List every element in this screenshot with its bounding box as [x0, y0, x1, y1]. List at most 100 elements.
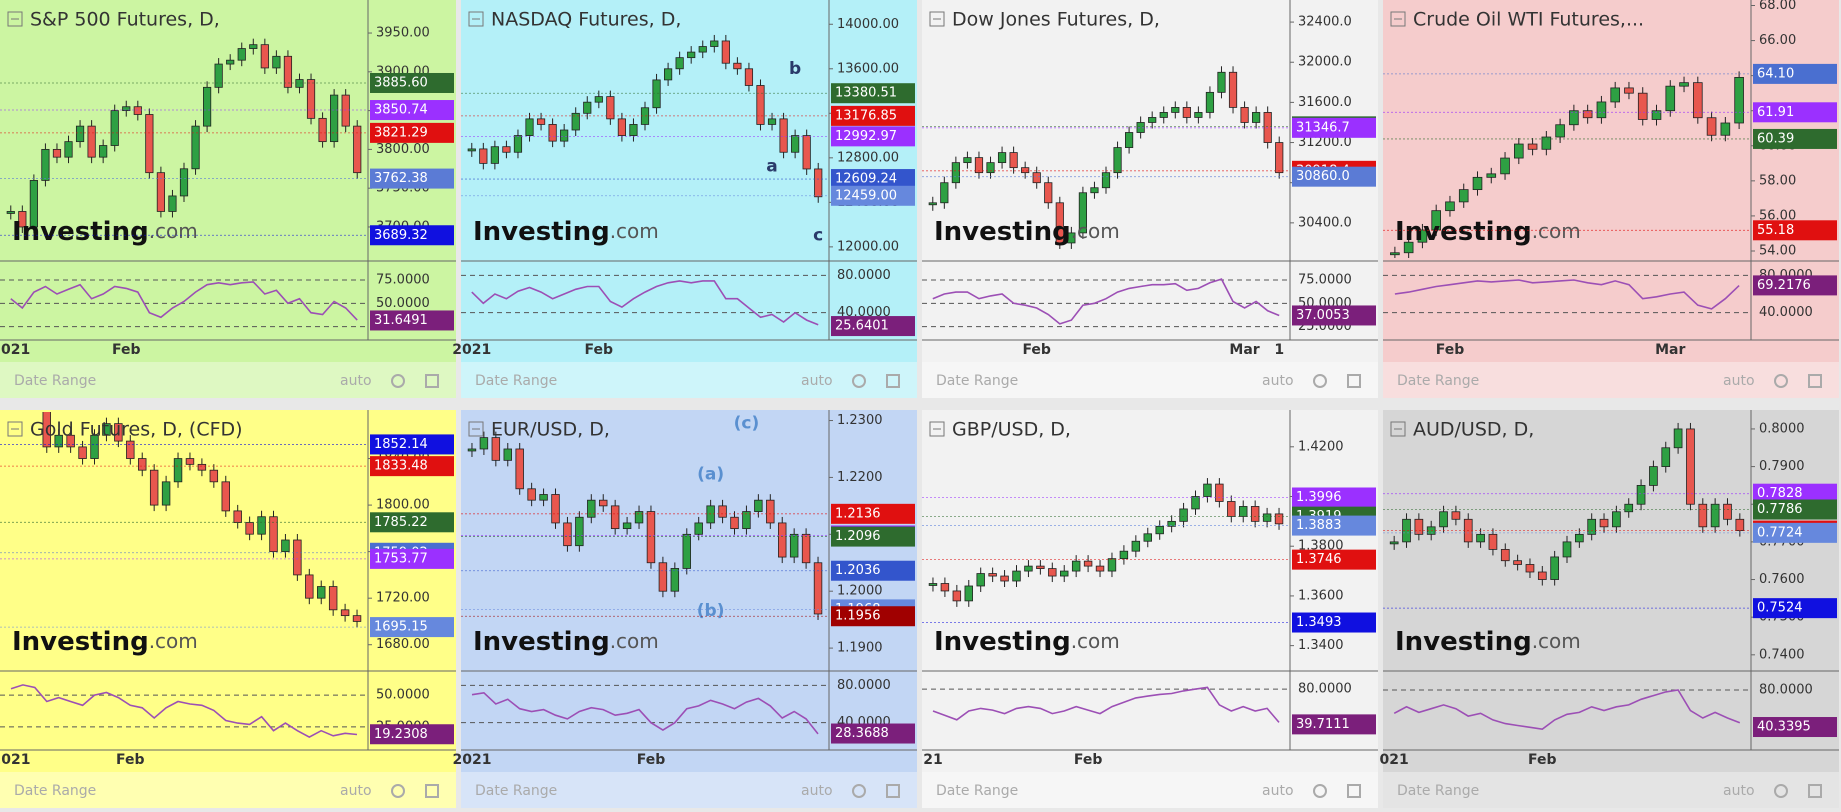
price-badge: [370, 122, 454, 143]
candle: [1060, 570, 1069, 577]
price-badge-label: 1.3883: [1296, 518, 1342, 533]
settings-icon[interactable]: [1774, 784, 1788, 798]
candle: [1389, 541, 1399, 545]
fullscreen-icon[interactable]: [425, 784, 439, 798]
candle: [1661, 447, 1671, 467]
date-range-button[interactable]: Date Range: [14, 783, 96, 799]
price-badge-label: 12609.24: [835, 172, 897, 187]
date-range-button[interactable]: Date Range: [475, 373, 557, 389]
candle: [1476, 533, 1485, 543]
watermark-brand: Investing: [12, 217, 149, 247]
candle: [257, 516, 266, 535]
watermark: Investing.com: [1395, 217, 1581, 247]
candle: [1055, 202, 1064, 244]
fullscreen-icon[interactable]: [425, 374, 439, 388]
price-badge-label: 3762.38: [374, 171, 428, 186]
candle: [173, 458, 183, 483]
settings-icon[interactable]: [391, 784, 405, 798]
auto-button[interactable]: auto: [340, 783, 372, 799]
price-badge-label: 60.39: [1757, 131, 1794, 146]
fullscreen-icon[interactable]: [1808, 374, 1822, 388]
price-badge-label: 64.10: [1757, 66, 1794, 81]
candle: [209, 469, 219, 483]
candle: [306, 79, 316, 119]
candle: [467, 448, 477, 452]
candle: [988, 573, 997, 577]
panel-title[interactable]: Crude Oil WTI Futures,...: [1413, 9, 1644, 31]
panel-bg: [922, 410, 1378, 808]
panel-title[interactable]: EUR/USD, D,: [491, 419, 610, 441]
panel-title[interactable]: Dow Jones Futures, D,: [952, 9, 1160, 31]
candle: [1612, 511, 1621, 528]
candle: [133, 106, 142, 115]
auto-button[interactable]: auto: [801, 783, 833, 799]
candle: [599, 499, 608, 507]
fullscreen-icon[interactable]: [886, 374, 900, 388]
auto-button[interactable]: auto: [340, 373, 372, 389]
auto-button[interactable]: auto: [1262, 373, 1294, 389]
fullscreen-icon[interactable]: [1347, 784, 1361, 798]
date-range-button[interactable]: Date Range: [1397, 373, 1479, 389]
x-tick-label: Feb: [637, 752, 666, 768]
panel-title[interactable]: NASDAQ Futures, D,: [491, 9, 681, 31]
candle: [226, 59, 235, 65]
candle: [976, 573, 985, 587]
fullscreen-icon[interactable]: [1808, 784, 1822, 798]
candle: [594, 96, 603, 103]
settings-icon[interactable]: [852, 374, 866, 388]
candle: [814, 168, 823, 198]
candle: [122, 106, 131, 112]
candle: [149, 469, 159, 506]
rsi-tick-label: 50.0000: [376, 688, 430, 703]
price-badge: [370, 617, 454, 638]
auto-button[interactable]: auto: [1262, 783, 1294, 799]
candle: [1636, 485, 1646, 505]
x-tick-label: Feb: [1022, 342, 1051, 358]
panel-title[interactable]: GBP/USD, D,: [952, 419, 1071, 441]
candle: [1472, 176, 1483, 191]
candle: [767, 118, 777, 125]
chart-panel: 54.0056.0058.0060.0062.0064.0066.0068.00…: [1383, 0, 1839, 398]
candle: [515, 448, 524, 490]
candle: [1203, 483, 1212, 497]
collapse-icon: [468, 11, 484, 27]
settings-icon[interactable]: [1313, 784, 1327, 798]
auto-button[interactable]: auto: [1723, 783, 1755, 799]
x-tick-label: 2021: [0, 342, 30, 358]
settings-icon[interactable]: [852, 784, 866, 798]
candle: [75, 125, 85, 143]
x-tick-label: 021: [1380, 752, 1409, 768]
date-range-button[interactable]: Date Range: [14, 373, 96, 389]
candle: [675, 57, 684, 70]
candle: [214, 63, 223, 88]
candle: [1582, 110, 1593, 119]
fullscreen-icon[interactable]: [1347, 374, 1361, 388]
candle: [997, 152, 1007, 164]
rsi-line: [1393, 689, 1741, 731]
watermark-suffix: .com: [1532, 629, 1581, 653]
candle: [341, 94, 350, 127]
y-tick-label: 31600.0: [1298, 95, 1352, 110]
candle: [733, 62, 742, 70]
settings-icon[interactable]: [1313, 374, 1327, 388]
y-tick-label: 58.00: [1759, 173, 1796, 188]
candle: [986, 162, 995, 174]
auto-button[interactable]: auto: [801, 373, 833, 389]
panel-title[interactable]: Gold Futures, D, (CFD): [30, 419, 243, 441]
auto-button[interactable]: auto: [1723, 373, 1755, 389]
candle: [126, 440, 135, 459]
settings-icon[interactable]: [1774, 374, 1788, 388]
panel-title[interactable]: S&P 500 Futures, D,: [30, 9, 220, 31]
date-range-button[interactable]: Date Range: [1397, 783, 1479, 799]
candle: [1000, 575, 1009, 582]
date-range-button[interactable]: Date Range: [936, 373, 1018, 389]
price-badge: [370, 168, 454, 189]
date-range-button[interactable]: Date Range: [936, 783, 1018, 799]
fullscreen-icon[interactable]: [886, 784, 900, 798]
collapse-icon: [1390, 421, 1406, 437]
date-range-button[interactable]: Date Range: [475, 783, 557, 799]
price-badge: [1753, 522, 1837, 543]
price-badge: [370, 512, 454, 533]
settings-icon[interactable]: [391, 374, 405, 388]
panel-title[interactable]: AUD/USD, D,: [1413, 419, 1534, 441]
